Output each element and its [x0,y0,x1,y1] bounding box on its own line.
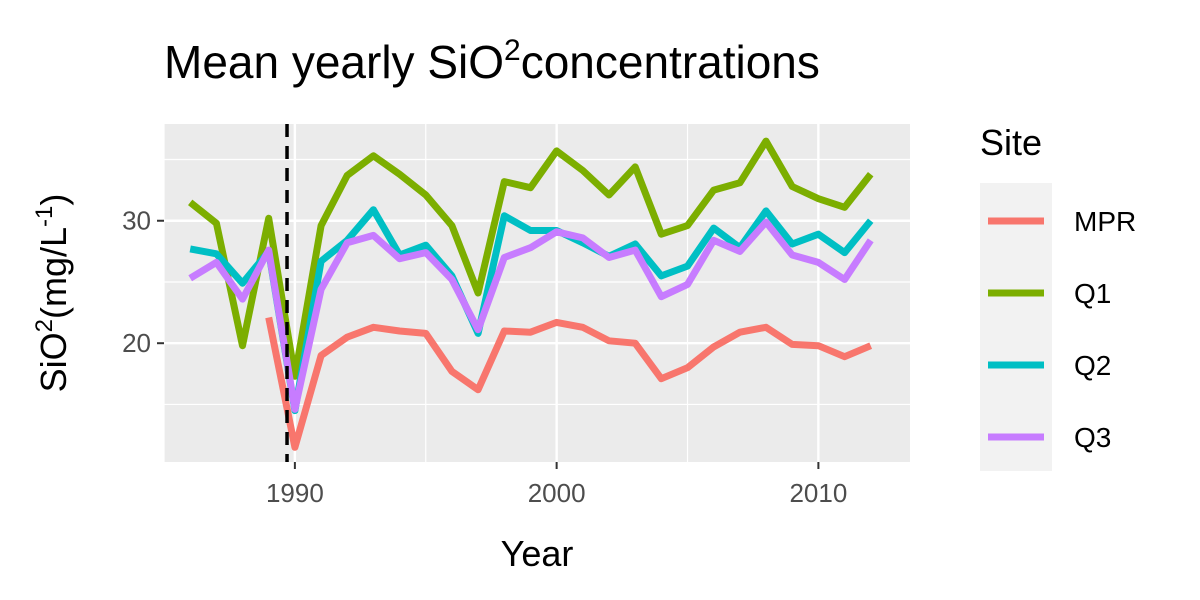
legend-key-background [980,183,1052,471]
series-line-mpr [265,316,873,451]
legend-label: Q1 [1074,278,1111,309]
series-lines [188,137,874,451]
y-axis-title: SiO2(mg/L-1) [31,194,74,393]
series-line-q3 [188,218,874,413]
legend-title: Site [980,122,1042,163]
legend-label: MPR [1074,206,1136,237]
y-tick-label: 20 [122,328,151,358]
chart-title: Mean yearly SiO2concentrations [164,34,820,88]
legend: Site MPR Q1 Q2 Q3 [980,122,1136,471]
legend-label: Q2 [1074,350,1111,381]
legend-label: Q3 [1074,422,1111,453]
x-tick-label: 2010 [789,478,847,508]
axis-ticks: 1990 2000 2010 20 30 [122,206,847,508]
series-line-q1 [188,137,874,380]
x-tick-label: 2000 [528,478,586,508]
x-axis-title: Year [501,533,574,574]
x-tick-label: 1990 [266,478,324,508]
y-tick-label: 30 [122,206,151,236]
